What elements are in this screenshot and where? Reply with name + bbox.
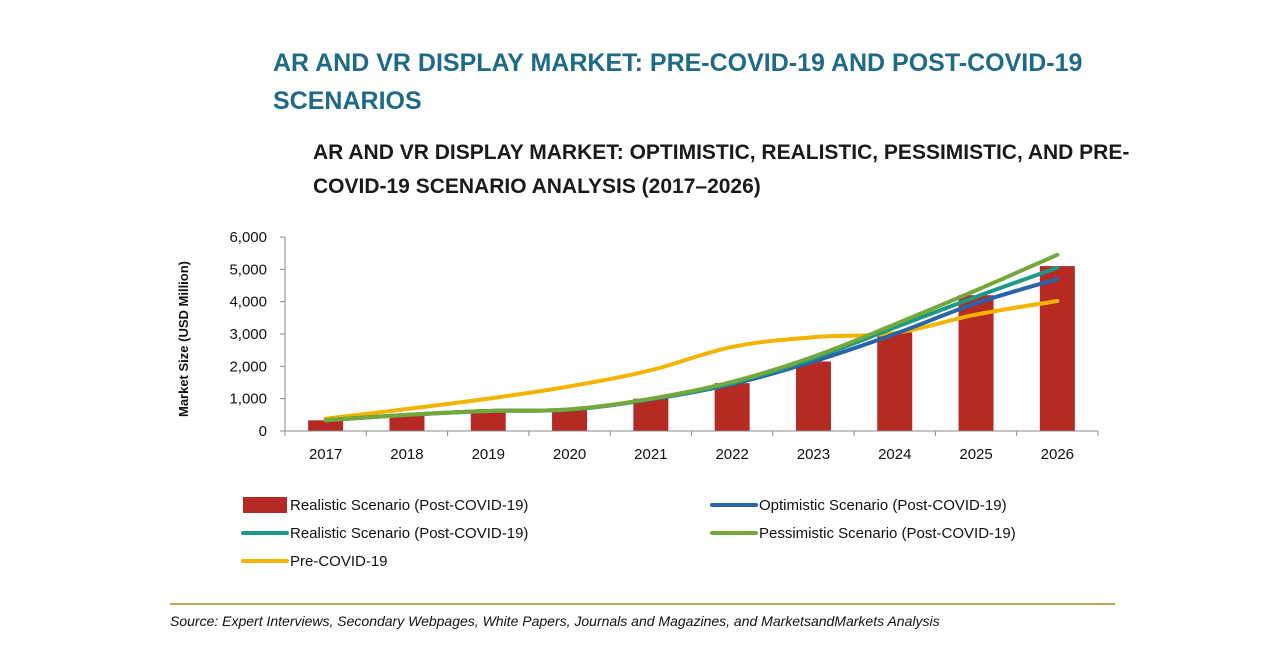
bar-2026: [1039, 266, 1075, 431]
line-series-1: [323, 277, 1060, 423]
chart: 0 1,000 2,000 3,000 4,000 5,000 6,000 2017 2018 2…: [176, 229, 1099, 570]
y-tick-label: 1,000: [229, 391, 267, 408]
footer-divider: [170, 603, 1115, 605]
bar-2020: [552, 409, 588, 431]
legend-label-3: Pessimistic Scenario (Post-COVID-19): [759, 525, 1016, 542]
x-tick-label: 2018: [390, 446, 423, 463]
x-tick-label: 2022: [715, 446, 748, 463]
y-axis-label: Market Size (USD Million): [176, 261, 191, 417]
y-tick-label: 4,000: [229, 294, 267, 311]
line-series-3: [323, 252, 1060, 423]
y-tick-label: 5,000: [229, 261, 267, 278]
bar-2021: [633, 398, 669, 431]
legend-label-1: Optimistic Scenario (Post-COVID-19): [759, 497, 1007, 514]
legend: Realistic Scenario (Post-COVID-19) Optimi…: [241, 497, 1016, 570]
source-note: Source: Expert Interviews, Secondary Web…: [170, 613, 940, 629]
page-title: AR AND VR DISPLAY MARKET: PRE-COVID-19 A…: [273, 49, 1083, 115]
legend-label-2: Realistic Scenario (Post-COVID-19): [290, 525, 528, 542]
axes: 0 1,000 2,000 3,000 4,000 5,000 6,000 2017 2018 2…: [176, 229, 1099, 463]
legend-label-0: Realistic Scenario (Post-COVID-19): [290, 497, 528, 514]
y-tick-label: 2,000: [229, 358, 267, 375]
bar-2019: [470, 411, 506, 431]
x-tick-label: 2026: [1041, 446, 1074, 463]
x-tick-label: 2025: [959, 446, 992, 463]
bar-2018: [389, 415, 425, 431]
x-tick-label: 2021: [634, 446, 667, 463]
bar-2024: [877, 332, 913, 431]
legend-label-4: Pre-COVID-19: [290, 553, 388, 570]
bar-series: [308, 266, 1075, 431]
x-tick-label: 2017: [309, 446, 342, 463]
line-series-2: [323, 265, 1060, 423]
y-tick-label: 0: [259, 423, 267, 440]
line-series: [323, 252, 1060, 423]
x-tick-label: 2023: [797, 446, 830, 463]
legend-swatch-0: [243, 497, 287, 513]
y-tick-label: 6,000: [229, 229, 267, 246]
x-tick-label: 2020: [553, 446, 586, 463]
bar-2022: [714, 383, 750, 431]
y-tick-label: 3,000: [229, 326, 267, 343]
line-series-4: [323, 299, 1060, 421]
bar-2023: [795, 361, 831, 431]
bar-2017: [308, 420, 344, 431]
x-tick-label: 2024: [878, 446, 911, 463]
x-tick-label: 2019: [472, 446, 505, 463]
chart-title: AR AND VR DISPLAY MARKET: OPTIMISTIC, RE…: [313, 141, 1130, 198]
